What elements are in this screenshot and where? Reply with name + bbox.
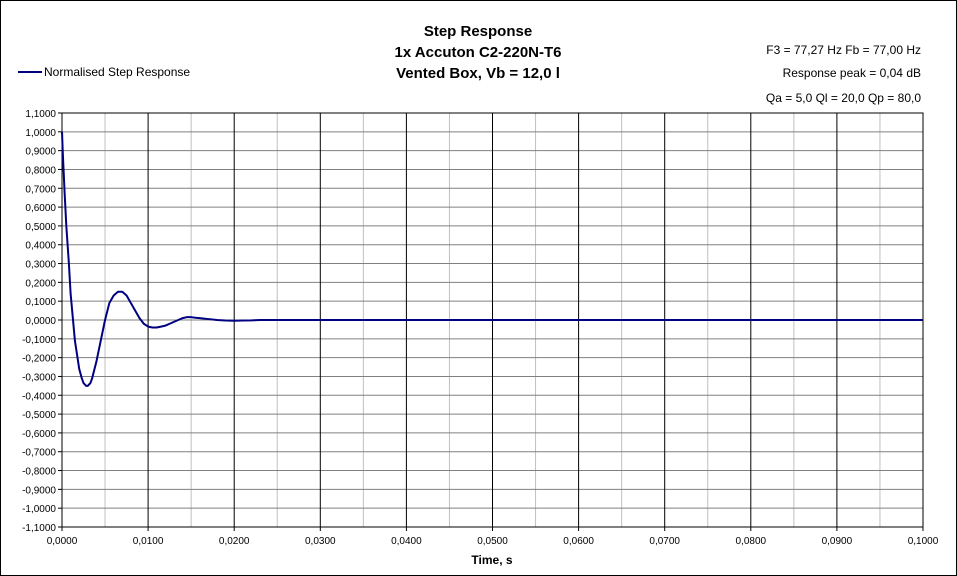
y-tick-label: 0,6000 xyxy=(25,203,56,214)
y-tick-label: 1,1000 xyxy=(25,109,56,120)
chart-title-line-3: Vented Box, Vb = 12,0 l xyxy=(396,65,560,82)
y-tick-label: -0,9000 xyxy=(22,485,56,496)
info-line-3: Qa = 5,0 Ql = 20,0 Qp = 80,0 xyxy=(766,91,921,105)
chart-title-line-1: Step Response xyxy=(424,23,532,40)
info-line-1: F3 = 77,27 Hz Fb = 77,00 Hz xyxy=(766,43,921,57)
x-axis-label: Time, s xyxy=(471,553,512,567)
x-tick-label: 0,1000 xyxy=(908,536,939,547)
y-tick-label: -1,0000 xyxy=(22,504,56,515)
info-line-2: Response peak = 0,04 dB xyxy=(783,66,921,80)
x-tick-label: 0,0700 xyxy=(649,536,680,547)
y-tick-label: 0,0000 xyxy=(25,316,56,327)
x-tick-label: 0,0100 xyxy=(133,536,164,547)
y-tick-label: -0,1000 xyxy=(22,335,56,346)
x-tick-label: 0,0500 xyxy=(477,536,508,547)
x-tick-label: 0,0800 xyxy=(736,536,767,547)
x-tick-label: 0,0600 xyxy=(563,536,594,547)
y-tick-label: -1,1000 xyxy=(22,523,56,534)
y-tick-label: 0,1000 xyxy=(25,297,56,308)
x-tick-label: 0,0200 xyxy=(219,536,250,547)
x-tick-label: 0,0400 xyxy=(391,536,422,547)
y-tick-label: 0,5000 xyxy=(25,222,56,233)
series-line xyxy=(61,131,923,387)
y-tick-label: 0,3000 xyxy=(25,260,56,271)
y-tick-label: -0,3000 xyxy=(22,372,56,383)
y-tick-label: -0,5000 xyxy=(22,410,56,421)
y-tick-label: -0,4000 xyxy=(22,391,56,402)
y-tick-label: 0,2000 xyxy=(25,278,56,289)
chart-title-line-2: 1x Accuton C2-220N-T6 xyxy=(395,44,562,61)
x-tick-label: 0,0300 xyxy=(305,536,336,547)
x-tick-label: 0,0000 xyxy=(47,536,78,547)
y-tick-label: 0,4000 xyxy=(25,241,56,252)
y-tick-label: -0,7000 xyxy=(22,448,56,459)
plot-area: 1,1000 1,0000 0,9000 0,8000 0,7000 0,6000 0,50… xyxy=(22,109,939,547)
y-tick-label: -0,8000 xyxy=(22,467,56,478)
y-tick-label: 0,8000 xyxy=(25,165,56,176)
y-tick-label: -0,6000 xyxy=(22,429,56,440)
legend: Normalised Step Response xyxy=(18,65,190,79)
x-tick-label: 0,0900 xyxy=(822,536,853,547)
legend-label: Normalised Step Response xyxy=(44,65,190,79)
y-tick-label: 0,7000 xyxy=(25,184,56,195)
y-tick-label: -0,2000 xyxy=(22,354,56,365)
y-tick-label: 1,0000 xyxy=(25,128,56,139)
y-tick-label: 0,9000 xyxy=(25,147,56,158)
